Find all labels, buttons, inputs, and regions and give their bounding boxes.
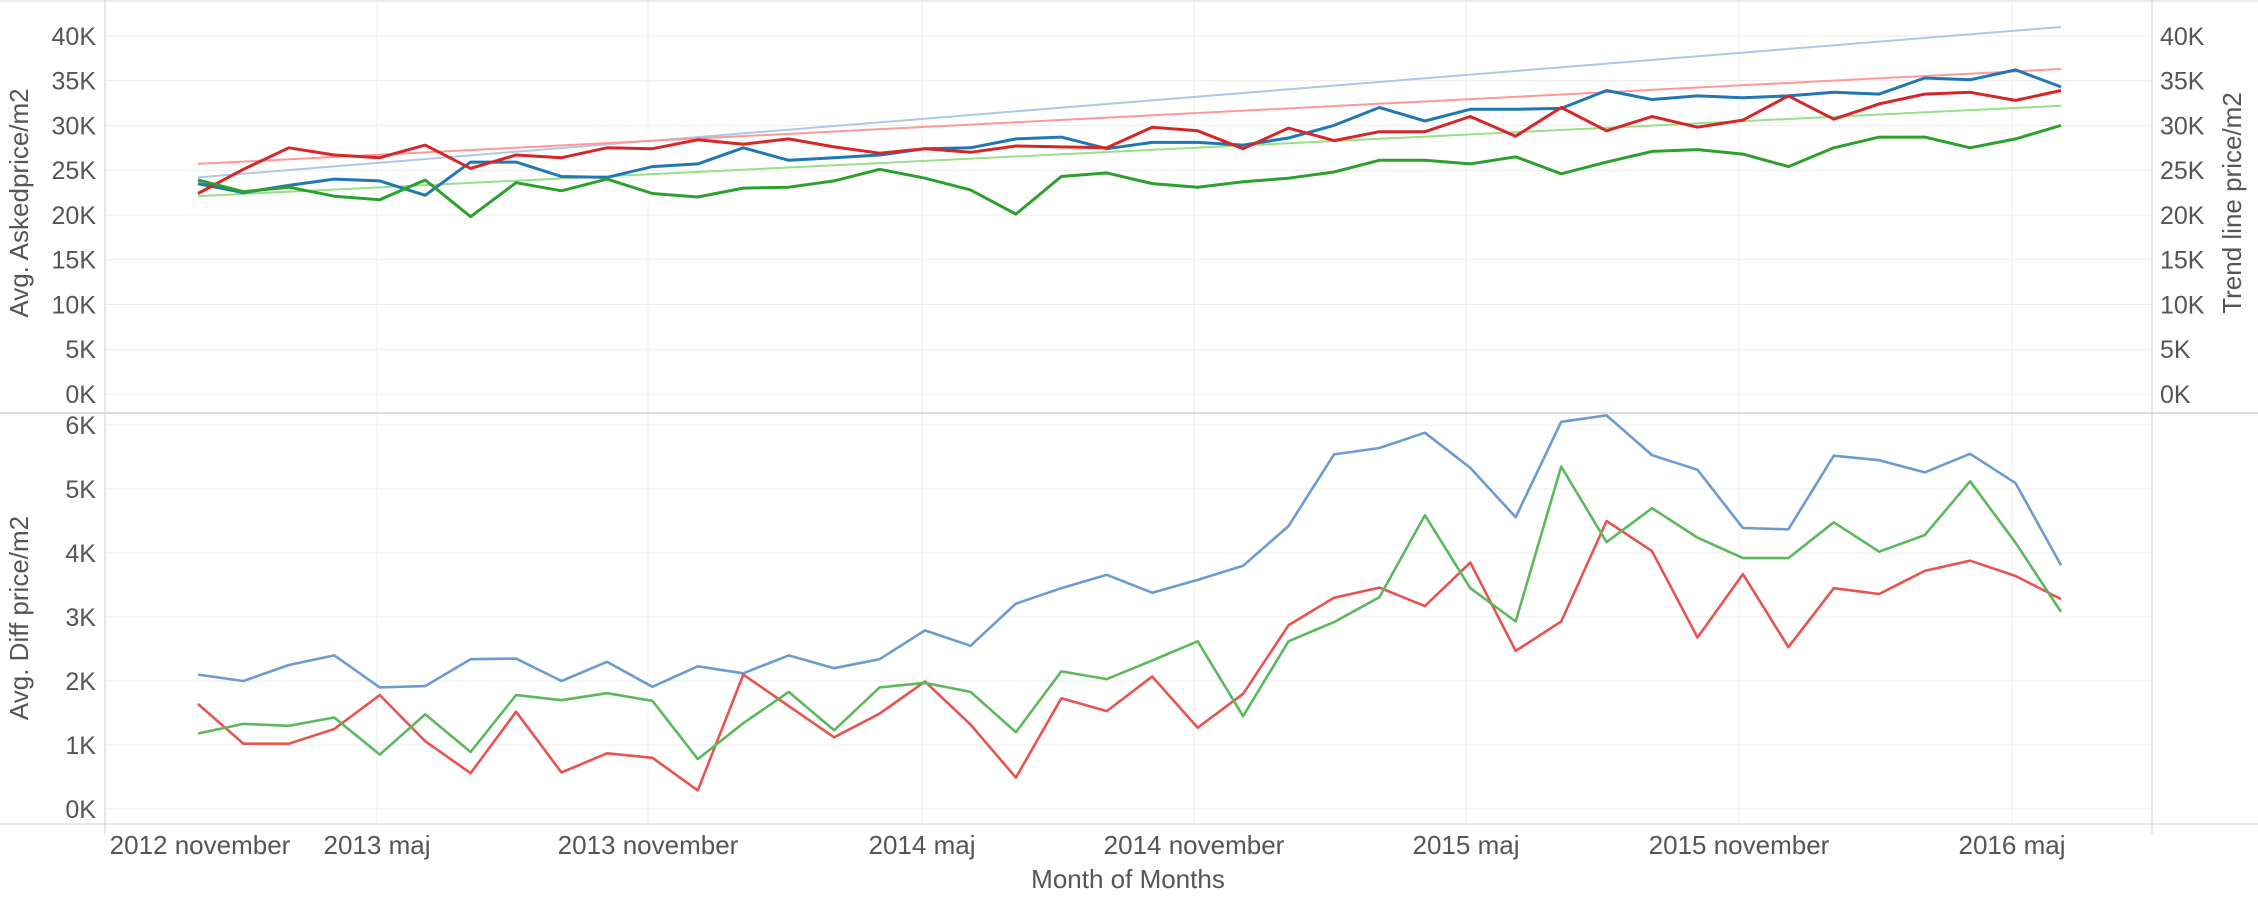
bottom-y-axis-label: Avg. Diff price/m2 — [4, 516, 34, 720]
top-series-line-2 — [197, 89, 2062, 195]
bottom-y-tick-label: 3K — [65, 604, 96, 632]
top-left-y-tick-label: 35K — [52, 68, 97, 96]
x-tick-label: 2015 november — [1649, 830, 1830, 860]
top-series-line-3 — [197, 123, 2062, 219]
grid-layer — [104, 2, 2152, 823]
top-left-y-tick-label: 10K — [52, 291, 97, 319]
trend-line-2 — [197, 68, 2062, 165]
bottom-y-tick-label: 0K — [65, 796, 96, 824]
bottom-y-tick-label: 4K — [65, 540, 96, 568]
trend-line-layer — [197, 25, 2062, 198]
bottom-y-tick-label: 1K — [65, 732, 96, 760]
x-tick-label: 2015 maj — [1413, 830, 1520, 860]
x-axis-label: Month of Months — [1031, 864, 1225, 894]
top-y-axis-label: Avg. Askedprice/m2 — [4, 88, 34, 317]
top-left-y-tick-label: 25K — [52, 157, 97, 185]
bottom-series-line-1 — [197, 414, 2063, 689]
bottom-y-tick-label: 2K — [65, 668, 96, 696]
x-tick-label: 2012 november — [110, 830, 291, 860]
top-right-y-tick-label: 25K — [2160, 157, 2205, 185]
tick-label-layer: 0K 0K 5K 5K 10K 10K 15K 15K 20K 20K 25K 25K 30K 30K 35… — [52, 23, 2205, 860]
top-right-y-tick-label: 5K — [2160, 336, 2191, 364]
x-tick-label: 2013 maj — [324, 830, 431, 860]
bottom-series-line-2 — [197, 519, 2062, 792]
x-tick-label: 2014 november — [1104, 830, 1285, 860]
bottom-series-line-3 — [197, 465, 2063, 761]
top-left-y-tick-label: 20K — [52, 202, 97, 230]
top-right-y-tick-label: 40K — [2160, 23, 2205, 51]
frame-layer — [0, 0, 2258, 834]
bottom-y-tick-label: 5K — [65, 476, 96, 504]
top-right-y-tick-label: 15K — [2160, 247, 2205, 275]
top-right-y-axis-label: Trend line price/m2 — [2217, 92, 2247, 314]
top-series-line-1 — [197, 68, 2062, 197]
bottom-y-tick-label: 6K — [65, 412, 96, 440]
trend-line-1 — [197, 25, 2062, 179]
series-layer — [197, 68, 2063, 792]
top-right-y-tick-label: 0K — [2160, 381, 2191, 409]
top-right-y-tick-label: 35K — [2160, 68, 2205, 96]
x-tick-label: 2016 maj — [1959, 830, 2066, 860]
top-right-y-tick-label: 20K — [2160, 202, 2205, 230]
top-right-y-tick-label: 10K — [2160, 291, 2205, 319]
top-left-y-tick-label: 15K — [52, 247, 97, 275]
x-tick-label: 2014 maj — [869, 830, 976, 860]
x-tick-label: 2013 november — [558, 830, 739, 860]
top-right-y-tick-label: 30K — [2160, 112, 2205, 140]
top-left-y-tick-label: 40K — [52, 23, 97, 51]
trend-line-3 — [197, 104, 2062, 198]
top-left-y-tick-label: 30K — [52, 112, 97, 140]
top-left-y-tick-label: 5K — [65, 336, 96, 364]
top-left-y-tick-label: 0K — [65, 381, 96, 409]
